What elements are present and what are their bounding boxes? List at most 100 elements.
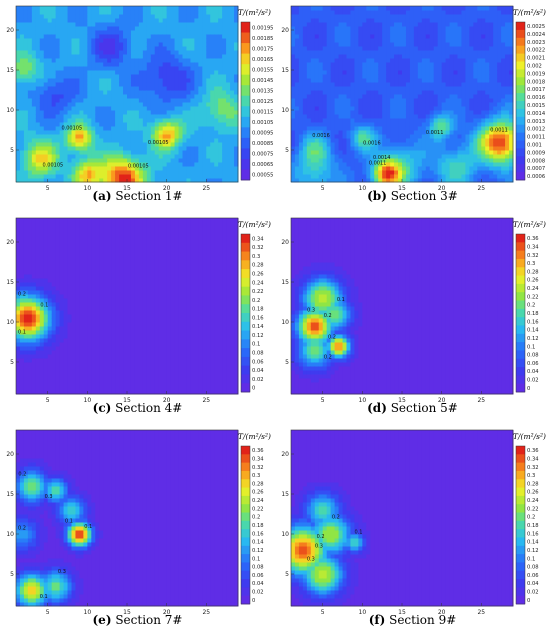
heat-cell (51, 34, 57, 39)
heat-cell (441, 62, 447, 67)
heat-cell (23, 90, 29, 95)
heat-cell (501, 130, 506, 135)
heat-cell (127, 142, 132, 147)
heat-cell (158, 62, 164, 67)
heat-cell (115, 166, 120, 171)
heat-cell (302, 86, 308, 91)
heat-cell (505, 138, 510, 143)
heat-cell (222, 146, 227, 151)
heat-cell (75, 46, 80, 51)
heat-cell (441, 102, 447, 107)
heat-cell (210, 150, 215, 155)
heat-cell (409, 6, 415, 11)
heat-cell (230, 6, 235, 11)
caption-a: (a) Section 1# (92, 189, 183, 203)
heat-cell (186, 102, 191, 107)
heat-cell (230, 46, 235, 51)
heat-cell (461, 178, 466, 183)
heat-cell (374, 146, 379, 151)
heat-cell (87, 170, 92, 175)
heat-cell (27, 130, 33, 135)
heat-cell (194, 130, 199, 135)
heat-cell (433, 26, 439, 31)
heat-cell (146, 10, 152, 15)
heat-cell (31, 94, 37, 99)
heat-cell (477, 94, 482, 99)
heat-cell (226, 138, 231, 143)
heat-cell (382, 114, 387, 119)
heat-cell (174, 138, 180, 143)
heat-cell (433, 126, 439, 131)
heat-cell (322, 130, 328, 135)
heat-cell (449, 118, 455, 123)
heat-cell (79, 106, 84, 111)
heat-cell (461, 62, 466, 67)
heat-cell (194, 106, 199, 111)
heat-cell (433, 98, 439, 103)
heat-cell (473, 70, 478, 75)
heat-cell (71, 10, 76, 15)
heat-cell (55, 86, 61, 91)
heat-cell (71, 114, 76, 119)
heat-cell (182, 54, 187, 59)
heat-cell (298, 118, 304, 123)
heat-cell (366, 94, 371, 99)
heat-cell (354, 134, 359, 139)
heat-cell (413, 62, 419, 67)
heat-cell (358, 50, 363, 55)
heat-cell (413, 90, 419, 95)
heat-cell (354, 82, 359, 87)
heat-cell (405, 10, 411, 15)
heat-cell (127, 30, 132, 35)
heat-cell (294, 98, 300, 103)
heat-cell (134, 158, 140, 163)
heat-cell (146, 22, 152, 27)
heat-cell (473, 118, 478, 123)
heat-cell (150, 82, 156, 87)
heat-cell (123, 150, 128, 155)
heat-cell (218, 90, 223, 95)
heat-cell (350, 58, 355, 63)
heat-cell (441, 154, 447, 159)
heat-cell (16, 66, 21, 71)
heat-cell (158, 22, 164, 27)
heat-cell (366, 178, 371, 183)
heat-cell (190, 86, 195, 91)
heat-cell (166, 78, 172, 83)
heat-cell (91, 134, 96, 139)
heat-cell (162, 6, 168, 11)
heat-cell (43, 14, 49, 19)
heat-cell (354, 18, 359, 23)
heat-cell (75, 10, 80, 15)
heat-cell (413, 162, 419, 167)
heat-cell (194, 26, 199, 31)
heat-cell (330, 38, 336, 43)
heat-cell (457, 18, 462, 23)
heat-cell (465, 162, 470, 167)
heat-cell (174, 62, 180, 67)
heat-cell (382, 138, 387, 143)
heat-cell (230, 166, 235, 171)
heat-cell (67, 146, 72, 151)
heat-cell (87, 62, 92, 67)
heat-cell (79, 154, 84, 159)
heat-cell (31, 114, 37, 119)
heat-cell (493, 134, 498, 139)
heat-cell (71, 170, 76, 175)
heat-cell (59, 154, 65, 159)
heat-cell (23, 78, 29, 83)
heat-cell (473, 58, 478, 63)
heat-cell (358, 54, 363, 59)
heat-cell (127, 58, 132, 63)
heat-cell (91, 18, 96, 23)
heat-cell (461, 138, 466, 143)
heat-cell (162, 90, 168, 95)
heat-cell (119, 90, 124, 95)
heat-cell (366, 10, 371, 15)
heat-cell (158, 138, 164, 143)
heat-cell (354, 54, 359, 59)
heat-cell (338, 46, 344, 51)
heat-cell (445, 26, 451, 31)
heat-cell (182, 14, 187, 19)
heat-cell (370, 54, 375, 59)
